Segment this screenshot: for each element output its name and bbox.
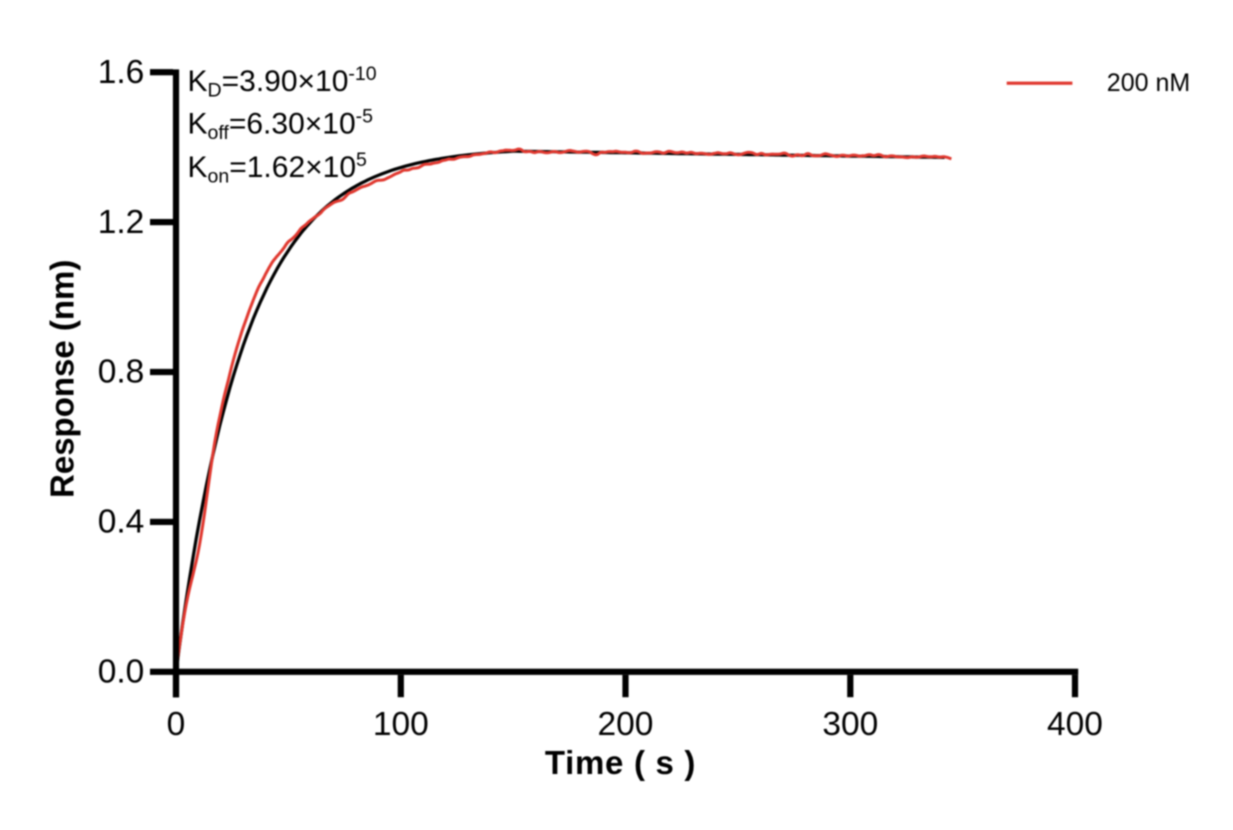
svg-text:200: 200 bbox=[598, 706, 654, 743]
svg-text:1.2: 1.2 bbox=[98, 204, 145, 241]
svg-text:0.4: 0.4 bbox=[98, 504, 145, 541]
svg-text:KD=3.90×10-10: KD=3.90×10-10 bbox=[188, 63, 377, 102]
svg-text:100: 100 bbox=[373, 706, 429, 743]
svg-text:1.6: 1.6 bbox=[98, 54, 145, 91]
svg-text:200 nM: 200 nM bbox=[1107, 69, 1190, 97]
svg-text:0.8: 0.8 bbox=[98, 354, 145, 391]
svg-text:400: 400 bbox=[1047, 706, 1103, 743]
svg-text:0: 0 bbox=[167, 706, 186, 743]
svg-text:Time ( s ): Time ( s ) bbox=[545, 744, 696, 781]
svg-text:300: 300 bbox=[822, 706, 878, 743]
svg-text:Response (nm): Response (nm) bbox=[44, 260, 81, 498]
svg-text:Koff=6.30×10-5: Koff=6.30×10-5 bbox=[188, 105, 374, 144]
svg-text:Kon=1.62×105: Kon=1.62×105 bbox=[188, 149, 368, 188]
svg-text:0.0: 0.0 bbox=[98, 654, 145, 691]
